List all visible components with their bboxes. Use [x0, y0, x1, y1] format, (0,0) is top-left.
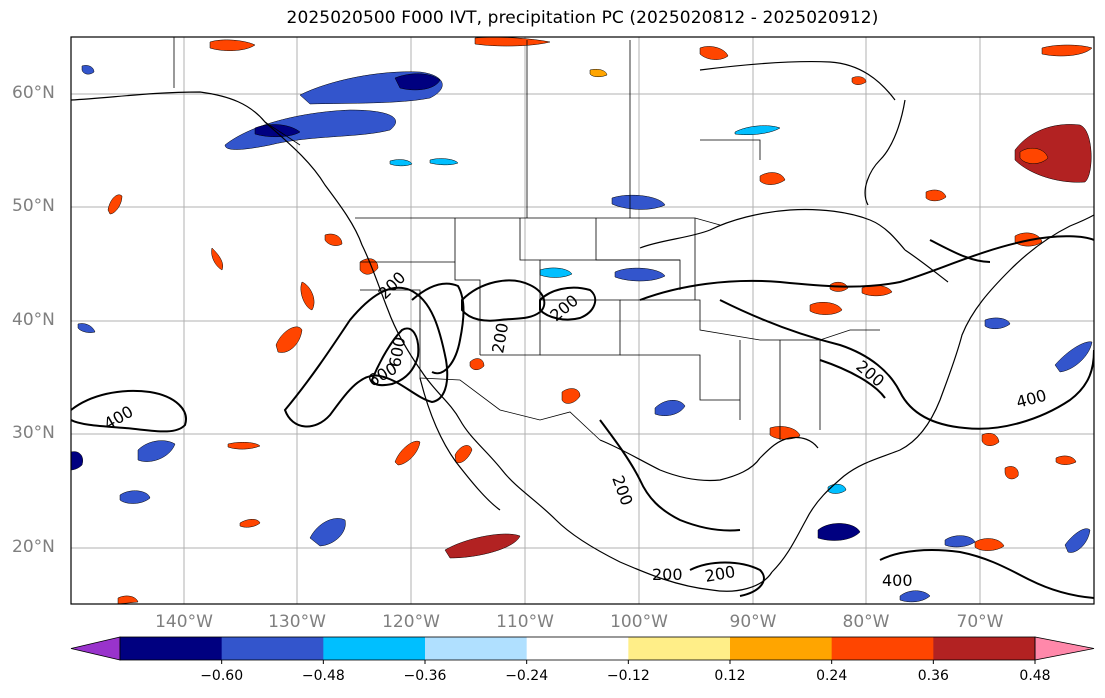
contour-label-400-c: 400	[882, 571, 913, 590]
lon-label-100w: 100°W	[610, 612, 668, 632]
map-frame	[70, 36, 1095, 605]
lon-label-90w: 90°W	[729, 612, 777, 632]
lat-label-60n: 60°N	[12, 83, 55, 103]
political-borders	[173, 37, 880, 441]
colorbar-tick-label: −0.36	[403, 668, 447, 684]
lon-label-130w: 130°W	[268, 612, 326, 632]
colorbar-tick-label: 0.48	[1019, 668, 1051, 684]
colorbar-segment	[120, 637, 223, 660]
colorbar-segment	[221, 637, 324, 660]
coastlines	[71, 60, 1094, 592]
positive-precip-anomalies	[107, 37, 1093, 604]
colorbar-extend-high	[1034, 636, 1095, 661]
lat-label-50n: 50°N	[12, 196, 55, 216]
colorbar-frame	[119, 636, 1036, 661]
map-title: 2025020500 F000 IVT, precipitation PC (2…	[286, 8, 879, 28]
lat-label-20n: 20°N	[12, 537, 55, 557]
colorbar-tick-label: −0.60	[200, 668, 244, 684]
colorbar-segment	[628, 637, 731, 660]
colorbar-tick-label: −0.12	[606, 668, 650, 684]
lon-label-140w: 140°W	[155, 612, 213, 632]
negative-precip-anomalies	[71, 65, 1093, 603]
colorbar-extend-low	[70, 636, 121, 661]
colorbar-segment	[526, 637, 629, 660]
contour-label-200-g: 200	[652, 565, 683, 584]
lat-label-40n: 40°N	[12, 310, 55, 330]
lat-label-30n: 30°N	[12, 423, 55, 443]
lon-label-110w: 110°W	[496, 612, 554, 632]
colorbar-tick-label: 0.24	[816, 668, 848, 684]
colorbar-tick-label: 0.12	[714, 668, 746, 684]
graticule	[71, 37, 1094, 604]
colorbar-segment	[425, 637, 528, 660]
colorbar-segment	[831, 637, 934, 660]
lon-label-70w: 70°W	[956, 612, 1004, 632]
colorbar-segment	[323, 637, 426, 660]
lon-label-80w: 80°W	[842, 612, 890, 632]
colorbar-segment	[933, 637, 1036, 660]
colorbar-tick-label: −0.24	[505, 668, 549, 684]
lon-label-120w: 120°W	[382, 612, 440, 632]
ivt-contours	[71, 235, 1094, 599]
colorbar-tick-label: −0.48	[301, 668, 345, 684]
colorbar-tick-label: 0.36	[917, 668, 949, 684]
colorbar-segment	[730, 637, 833, 660]
